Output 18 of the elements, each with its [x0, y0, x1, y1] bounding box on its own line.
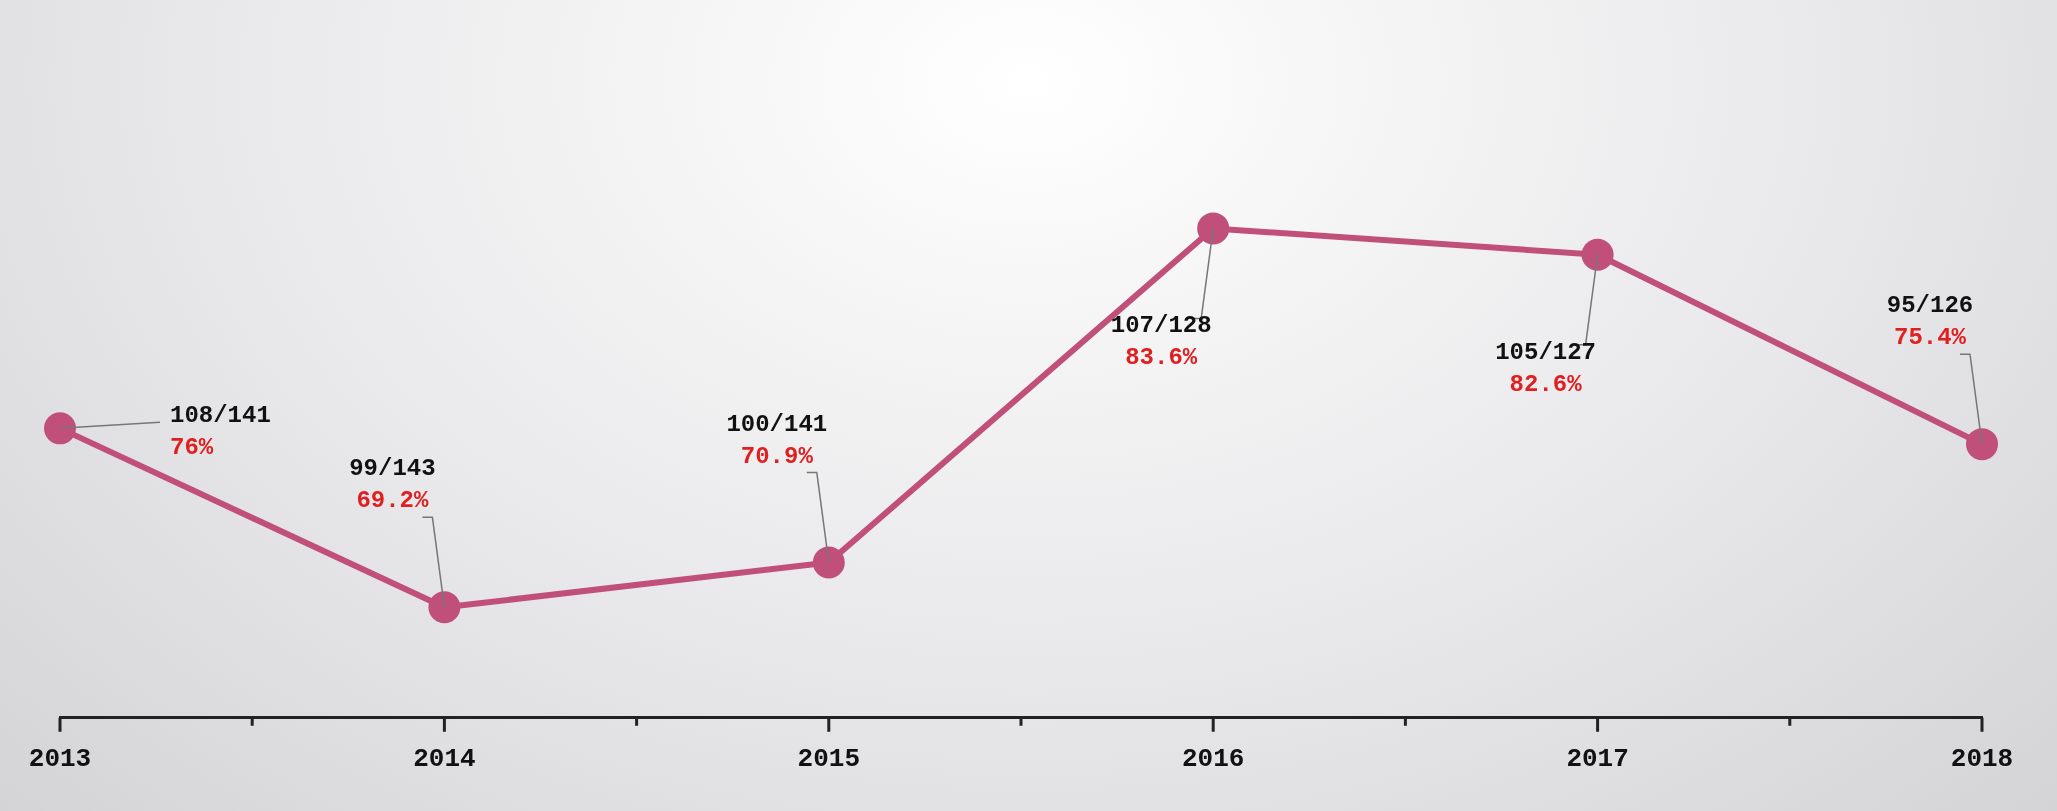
point — [428, 591, 461, 624]
data-label: 105/127 82.6% — [1495, 338, 1597, 398]
point — [1966, 428, 1998, 461]
x-tick-label: 2013 — [28, 743, 92, 774]
point — [812, 546, 845, 579]
x-tick-label: 2015 — [797, 743, 861, 774]
point — [1581, 238, 1614, 271]
x-tick-label: 2018 — [1950, 743, 2014, 774]
data-label: 108/141 76% — [170, 402, 271, 462]
x-tick-label: 2014 — [413, 743, 476, 774]
data-label: 100/141 70.9% — [726, 410, 828, 470]
x-tick-label: 2016 — [1181, 743, 1245, 774]
data-label: 107/128 83.6% — [1110, 312, 1212, 372]
data-label: 99/143 69.2% — [349, 455, 436, 515]
point — [1197, 212, 1230, 245]
data-label: 95/126 75.4% — [1886, 292, 1974, 352]
point — [44, 412, 76, 445]
x-tick-label: 2017 — [1566, 743, 1629, 774]
